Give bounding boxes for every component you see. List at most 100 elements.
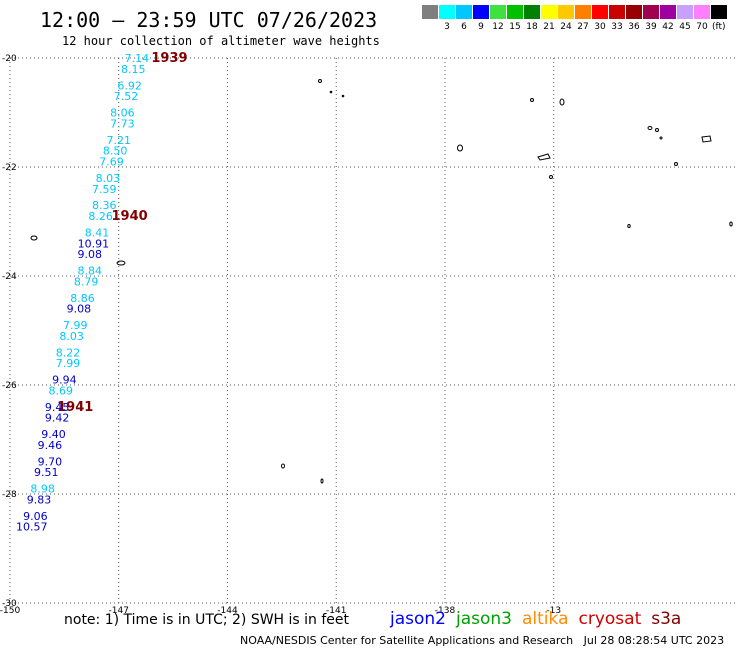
wave-height-value: 9.70	[38, 455, 63, 468]
wave-height-value: 9.94	[52, 374, 77, 387]
color-scale-label: 45	[679, 22, 691, 32]
wave-height-value: 9.83	[27, 493, 52, 506]
wave-height-values: 7.148.15 6.927.52 8.067.73 7.218.507.69 8.03…	[16, 52, 149, 534]
color-scale-label: 9	[478, 22, 484, 32]
wave-height-value: 8.98	[30, 483, 55, 496]
color-scale-swatch	[677, 5, 693, 19]
map-subtitle: 12 hour collection of altimeter wave hei…	[62, 34, 380, 48]
wave-height-value: 7.99	[63, 319, 88, 332]
island-outline	[659, 136, 663, 140]
latitude-tick-label: -22	[2, 163, 17, 173]
color-scale-swatch	[558, 5, 574, 19]
island-outline	[701, 135, 712, 143]
wave-height-value: 7.59	[92, 183, 117, 196]
color-scale-label: 24	[560, 22, 572, 32]
color-scale-label: 3	[444, 22, 450, 32]
axis-labels: -150 -147 -144 -141 -138 -13 -20 -22 -24 -26 -28 -3…	[0, 54, 561, 616]
latitude-tick-label: -24	[2, 272, 17, 282]
color-scale-swatch	[694, 5, 710, 19]
color-scale-swatch	[524, 5, 540, 19]
wave-height-value: 7.52	[114, 90, 139, 103]
island-outline	[318, 79, 322, 83]
color-scale-swatch	[609, 5, 625, 19]
wave-height-value: 9.45	[45, 401, 70, 414]
longitude-tick-label: -13	[546, 606, 561, 616]
island-outline	[530, 98, 534, 102]
credit-line: NOAA/NESDIS Center for Satellite Applica…	[240, 634, 724, 647]
color-scale-label: 27	[577, 22, 589, 32]
generated-timestamp: Jul 28 08:28:54 UTC 2023	[583, 634, 725, 647]
island-outline	[329, 90, 333, 94]
color-scale-swatch	[711, 5, 727, 19]
color-scale-swatch	[660, 5, 676, 19]
color-scale-swatch	[541, 5, 557, 19]
wave-height-value: 8.84	[78, 265, 103, 278]
wave-height-value: 8.36	[92, 199, 117, 212]
wave-height-value: 7.14	[125, 52, 150, 65]
wave-height-value: 7.99	[56, 357, 81, 370]
color-scale-label: 36	[628, 22, 640, 32]
satellite-legend: jason2 jason3 altika cryosat s3a	[390, 609, 691, 629]
island-outline	[341, 94, 345, 98]
wave-height-value: 8.03	[96, 172, 121, 185]
island-outline	[537, 153, 551, 161]
color-scale-swatch	[643, 5, 659, 19]
footnote: note: 1) Time is in UTC; 2) SWH is in fe…	[64, 612, 350, 628]
longitude-tick-label: -150	[0, 606, 20, 616]
longitude-tick-label: -144	[217, 606, 238, 616]
satellite-legend-item: cryosat	[578, 609, 642, 629]
island-outline	[729, 221, 733, 227]
wave-height-value: 9.42	[45, 412, 70, 425]
wave-height-value: 8.86	[70, 292, 95, 305]
wave-height-value: 7.69	[99, 156, 124, 169]
color-scale-swatch	[507, 5, 523, 19]
island-outline	[320, 478, 324, 484]
wave-height-value: 9.40	[41, 428, 66, 441]
satellite-legend-item: jason3	[456, 609, 512, 629]
color-scale-swatch	[575, 5, 591, 19]
color-scale-swatch	[456, 5, 472, 19]
island-outline	[559, 98, 565, 106]
satellite-pass-labels: 1939 1940 1941	[57, 51, 187, 415]
wave-height-value: 9.46	[38, 439, 63, 452]
color-scale-label: 30	[594, 22, 606, 32]
wave-height-value: 10.91	[78, 237, 110, 250]
latitude-tick-label: -20	[2, 54, 17, 64]
wave-height-value: 7.73	[110, 117, 135, 130]
latitude-tick-label: -28	[2, 490, 17, 500]
color-scale-label: 6	[461, 22, 467, 32]
wave-height-value: 6.92	[117, 79, 142, 92]
wave-height-value: 7.21	[107, 134, 132, 147]
island-outline	[30, 235, 38, 241]
color-scale-label: 21	[543, 22, 555, 32]
color-scale-swatch	[490, 5, 506, 19]
island-outline	[647, 126, 653, 130]
wave-height-color-scale: (ft) 3 6 9 12 15 18 21 24 27 30 33 36 39 42 45 70	[422, 5, 728, 35]
wave-height-value: 8.03	[59, 330, 84, 343]
island-outline	[116, 260, 126, 266]
latitude-tick-label: -30	[2, 599, 17, 609]
longitude-tick-label: -147	[109, 606, 129, 616]
color-scale-label: 70	[696, 22, 708, 32]
wave-height-value: 8.69	[49, 384, 74, 397]
color-scale-swatch	[473, 5, 489, 19]
color-scale-label: 33	[611, 22, 623, 32]
color-scale-label: 39	[645, 22, 657, 32]
color-scale-label: 12	[492, 22, 504, 32]
color-scale-label: 42	[662, 22, 674, 32]
wave-height-value: 8.41	[85, 226, 110, 239]
color-scale-unit: (ft)	[712, 22, 726, 32]
graticule	[9, 57, 735, 604]
wave-height-value: 8.79	[74, 275, 99, 288]
color-scale-label: 18	[526, 22, 538, 32]
wave-height-value: 8.22	[56, 346, 81, 359]
wave-height-value: 9.08	[67, 303, 92, 316]
pass-number-label: 1940	[112, 209, 148, 224]
color-scale-swatch	[439, 5, 455, 19]
wave-height-value: 8.50	[103, 145, 128, 158]
credit-text: NOAA/NESDIS Center for Satellite Applica…	[240, 634, 574, 647]
wave-height-value: 9.08	[78, 248, 103, 261]
wave-height-value: 9.51	[34, 466, 59, 479]
pass-number-label: 1939	[151, 51, 187, 66]
